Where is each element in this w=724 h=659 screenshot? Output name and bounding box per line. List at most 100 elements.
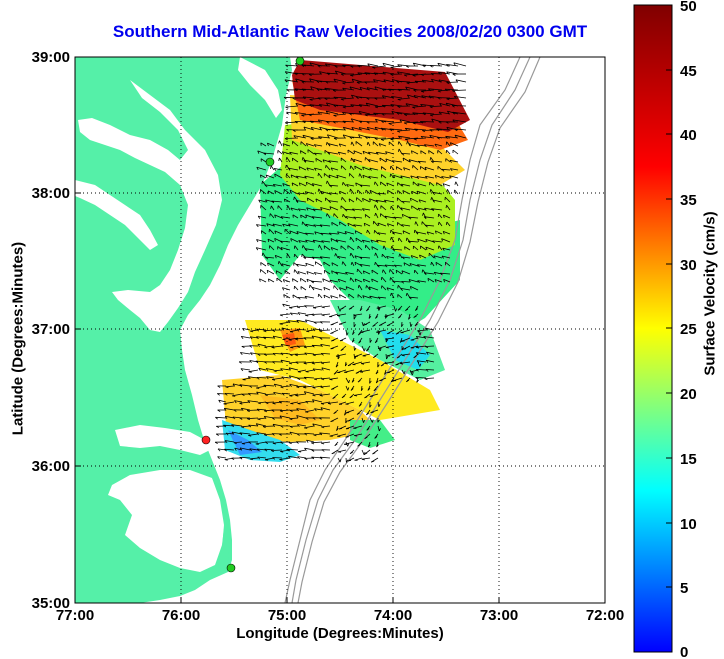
velocity-arrow-head (422, 64, 425, 68)
velocity-arrow-head (263, 416, 267, 419)
velocity-arrow-head (239, 417, 243, 420)
velocity-arrow (353, 224, 363, 227)
velocity-arrow (398, 141, 403, 147)
velocity-arrow-head (335, 271, 338, 275)
velocity-arrow-head (289, 384, 292, 388)
velocity-arrow (369, 295, 379, 299)
velocity-arrow (369, 167, 379, 171)
velocity-arrow-head (375, 316, 378, 319)
velocity-arrow-head (224, 393, 228, 396)
velocity-arrow-head (278, 433, 282, 436)
velocity-arrow-head (358, 111, 362, 115)
velocity-arrow (289, 151, 299, 155)
velocity-arrow-head (231, 457, 235, 461)
velocity-arrow (319, 329, 331, 331)
velocity-arrow-head (404, 74, 408, 77)
velocity-arrow (279, 313, 291, 316)
velocity-arrow-head (309, 104, 313, 107)
velocity-arrow-head (432, 192, 436, 195)
velocity-arrow-head (413, 229, 416, 234)
velocity-arrow-head (278, 157, 280, 161)
velocity-arrow-head (342, 120, 346, 124)
velocity-arrow-head (376, 380, 379, 384)
velocity-arrow-head (353, 324, 356, 328)
velocity-arrow-head (393, 216, 397, 220)
velocity-arrow-head (424, 144, 427, 148)
velocity-arrow (437, 89, 451, 92)
velocity-arrow-head (280, 386, 284, 389)
velocity-arrow-head (309, 120, 313, 124)
velocity-arrow-head (286, 205, 289, 209)
velocity-arrow (398, 135, 411, 139)
velocity-arrow-head (389, 173, 391, 177)
velocity-arrow-head (312, 354, 316, 357)
velocity-arrow-head (319, 104, 322, 107)
velocity-arrow (390, 292, 395, 299)
velocity-arrow-head (390, 165, 392, 170)
velocity-arrow (294, 88, 307, 91)
velocity-arrow-head (390, 104, 394, 107)
velocity-arrow-head (288, 362, 293, 365)
velocity-arrow-head (217, 456, 220, 460)
velocity-arrow-head (415, 308, 418, 311)
velocity-arrow (284, 198, 291, 203)
velocity-arrow-head (297, 345, 300, 349)
velocity-arrow-head (290, 403, 294, 405)
velocity-arrow-head (369, 190, 372, 194)
velocity-arrow-head (363, 223, 366, 227)
velocity-arrow-head (333, 104, 337, 108)
velocity-arrow (424, 272, 435, 275)
velocity-arrow (258, 199, 267, 203)
velocity-arrow-head (354, 435, 358, 437)
velocity-arrow-head (333, 137, 337, 141)
velocity-arrow-head (334, 70, 338, 74)
velocity-arrow-head (264, 184, 268, 188)
velocity-arrow (270, 165, 275, 171)
velocity-arrow-head (306, 279, 309, 283)
velocity-arrow-head (398, 148, 400, 152)
velocity-arrow-head (249, 345, 253, 348)
velocity-arrow (426, 351, 435, 355)
velocity-arrow-head (282, 143, 285, 147)
bathymetry-contours (284, 57, 541, 603)
velocity-arrow-head (349, 86, 352, 90)
velocity-arrow (286, 173, 291, 179)
velocity-arrow-head (367, 444, 371, 448)
velocity-arrow-head (362, 175, 365, 179)
velocity-arrow (401, 224, 411, 227)
velocity-arrow-head (280, 344, 284, 347)
velocity-arrow-head (357, 72, 361, 76)
chesapeake-bay (78, 80, 222, 332)
velocity-arrow (337, 256, 347, 259)
velocity-arrow-head (284, 79, 288, 83)
velocity-arrow (288, 337, 299, 341)
velocity-arrow (435, 230, 443, 235)
velocity-arrow-head (330, 247, 333, 251)
velocity-arrow-head (433, 272, 437, 275)
velocity-arrow (362, 295, 371, 299)
velocity-arrow-head (257, 343, 260, 347)
velocity-arrow (397, 182, 403, 187)
velocity-arrow (305, 401, 315, 403)
velocity-arrow-head (328, 160, 332, 164)
velocity-arrow-head (430, 262, 432, 266)
velocity-arrow-head (420, 136, 424, 139)
velocity-arrow-head (403, 371, 406, 375)
velocity-arrow (438, 221, 443, 227)
velocity-arrow-head (271, 433, 275, 436)
velocity-arrow-head (443, 279, 445, 283)
velocity-arrow (280, 359, 291, 363)
velocity-arrow-head (399, 339, 403, 343)
velocity-arrow-head (301, 64, 305, 68)
velocity-arrow-head (424, 167, 427, 171)
velocity-arrow-head (410, 286, 412, 290)
velocity-arrow (357, 189, 363, 195)
velocity-arrow-head (267, 190, 270, 194)
velocity-arrow-head (319, 432, 322, 436)
velocity-arrow-head (337, 231, 340, 235)
velocity-arrow (320, 232, 331, 235)
velocity-arrow-head (452, 119, 456, 123)
velocity-arrow-head (223, 408, 227, 411)
velocity-arrow-head (282, 183, 285, 187)
colorbar-tick-label: 30 (680, 257, 697, 274)
